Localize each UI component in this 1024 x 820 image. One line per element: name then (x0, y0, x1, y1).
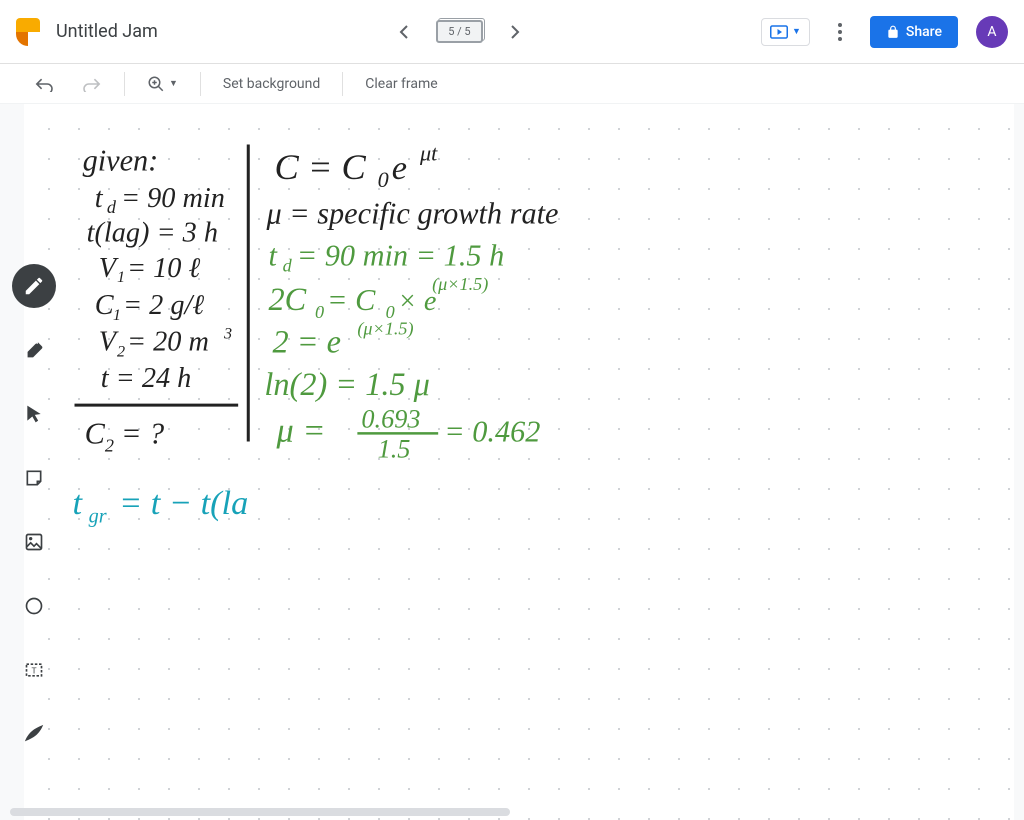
eraser-tool[interactable] (12, 328, 56, 372)
svg-text:t: t (268, 239, 278, 273)
set-background-button[interactable]: Set background (213, 70, 330, 98)
redo-button[interactable] (72, 70, 112, 98)
more-options-button[interactable] (828, 20, 852, 44)
whiteboard-canvas[interactable]: given: td = 90 min t(lag) = 3 h V1 = 10 … (24, 104, 1014, 820)
svg-text:C: C (95, 290, 115, 321)
zoom-caret-icon: ▼ (169, 78, 178, 89)
svg-text:= t − t(la: = t − t(la (119, 484, 248, 522)
share-label: Share (906, 24, 942, 40)
svg-text:μ =: μ = (276, 411, 326, 449)
handwritten-content: given: td = 90 min t(lag) = 3 h V1 = 10 … (24, 104, 1014, 820)
svg-text:gr: gr (89, 505, 107, 527)
svg-text:= 0.462: = 0.462 (444, 414, 540, 448)
svg-text:× e: × e (398, 286, 437, 317)
present-dropdown-caret-icon: ▼ (792, 26, 801, 37)
svg-text:= 10 ℓ: = 10 ℓ (127, 253, 200, 284)
zoom-button[interactable]: ▼ (137, 69, 188, 99)
pen-tool[interactable] (12, 264, 56, 308)
svg-text:0: 0 (378, 167, 389, 192)
svg-text:0: 0 (315, 302, 324, 322)
shape-tool[interactable] (12, 584, 56, 628)
svg-text:t(lag) = 3 h: t(lag) = 3 h (87, 217, 218, 248)
note-given: given: (83, 144, 159, 178)
next-frame-button[interactable] (503, 20, 527, 44)
canvas-area: T given: td = 90 min t(lag) = 3 h V1 = 1… (0, 104, 1024, 820)
svg-text:d: d (283, 256, 293, 276)
present-button[interactable]: ▼ (761, 18, 810, 46)
svg-text:e: e (392, 149, 407, 187)
undo-button[interactable] (24, 70, 64, 98)
user-avatar[interactable]: A (976, 16, 1008, 48)
svg-text:= 90 min = 1.5 h: = 90 min = 1.5 h (297, 239, 505, 273)
svg-text:t = 24 h: t = 24 h (101, 363, 192, 394)
svg-text:d: d (107, 197, 117, 217)
svg-text:= 90 min: = 90 min (121, 183, 225, 214)
separator (124, 72, 125, 96)
prev-frame-button[interactable] (392, 20, 416, 44)
svg-text:1: 1 (117, 269, 125, 286)
svg-text:3: 3 (223, 325, 232, 342)
svg-text:2: 2 (117, 344, 125, 361)
text-box-tool[interactable]: T (12, 648, 56, 692)
share-button[interactable]: Share (870, 16, 958, 48)
svg-text:(μ×1.5): (μ×1.5) (357, 318, 413, 339)
horizontal-scrollbar[interactable] (10, 808, 510, 816)
svg-text:(μ×1.5): (μ×1.5) (432, 274, 488, 295)
document-title[interactable]: Untitled Jam (56, 21, 158, 42)
svg-text:t: t (72, 484, 83, 522)
app-header: Untitled Jam 5 / 5 ▼ Share A (0, 0, 1024, 64)
select-tool[interactable] (12, 392, 56, 436)
svg-text:C = C: C = C (275, 147, 367, 187)
svg-text:V: V (99, 253, 119, 284)
frame-nav: 5 / 5 (174, 20, 745, 44)
svg-text:μ = specific growth rate: μ = specific growth rate (265, 196, 558, 230)
header-actions: ▼ Share A (761, 16, 1008, 48)
svg-text:1: 1 (113, 307, 121, 324)
laser-tool[interactable] (12, 712, 56, 756)
sticky-note-tool[interactable] (12, 456, 56, 500)
image-tool[interactable] (12, 520, 56, 564)
svg-text:= C: = C (327, 283, 376, 317)
svg-text:2 = e: 2 = e (273, 324, 341, 360)
clear-frame-button[interactable]: Clear frame (355, 70, 447, 98)
svg-text:ln(2) = 1.5 μ: ln(2) = 1.5 μ (264, 366, 429, 402)
svg-text:= 20 m: = 20 m (127, 327, 209, 358)
drawing-toolbar: T (12, 264, 56, 756)
separator (342, 72, 343, 96)
svg-text:1.5: 1.5 (378, 435, 411, 464)
svg-text:2: 2 (105, 436, 114, 456)
frame-counter[interactable]: 5 / 5 (436, 20, 482, 43)
svg-text:C: C (85, 416, 106, 450)
secondary-toolbar: ▼ Set background Clear frame (0, 64, 1024, 104)
svg-text:= 2 g/ℓ: = 2 g/ℓ (123, 290, 204, 321)
svg-text:μt: μt (419, 141, 438, 166)
svg-text:2C: 2C (268, 281, 306, 317)
svg-text:t: t (95, 183, 104, 214)
separator (200, 72, 201, 96)
lock-icon (886, 25, 900, 39)
svg-text:T: T (31, 665, 36, 675)
svg-text:V: V (99, 327, 119, 358)
svg-text:= ?: = ? (121, 416, 164, 450)
svg-text:0.693: 0.693 (361, 404, 420, 433)
jamboard-logo-icon (16, 18, 40, 46)
